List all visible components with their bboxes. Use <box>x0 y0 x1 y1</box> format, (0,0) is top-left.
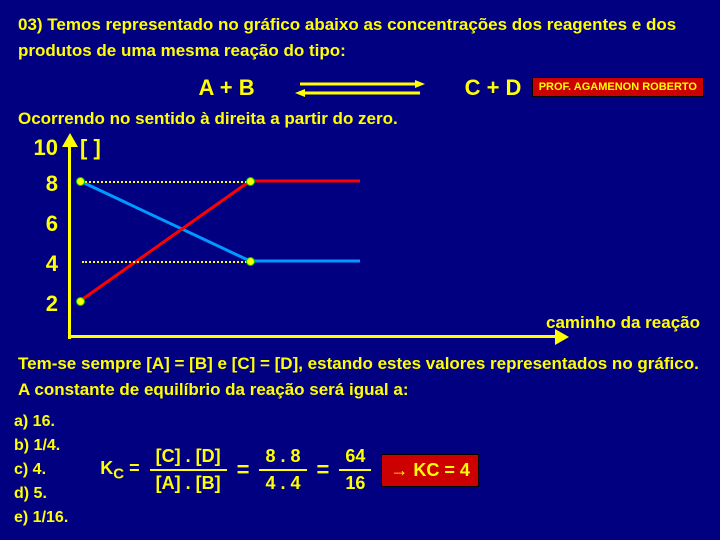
y-tick-label: 8 <box>30 171 58 197</box>
final-answer: → KC = 4 <box>381 454 479 487</box>
dashed-guide <box>82 261 250 263</box>
equals-2: = <box>317 457 330 483</box>
frac3-top: 64 <box>339 444 371 469</box>
chart-lines <box>20 135 700 345</box>
option-e: e) 1/16. <box>14 506 68 530</box>
solution-text: Tem-se sempre [A] = [B] e [C] = [D], est… <box>0 345 720 406</box>
option-d: d) 5. <box>14 482 68 506</box>
kc-symbol: KC = <box>100 458 139 483</box>
prof-credit: PROF. AGAMENON ROBERTO <box>532 77 704 97</box>
fraction-3: 64 16 <box>339 444 371 496</box>
frac2-bot: 4 . 4 <box>259 471 306 496</box>
data-point <box>76 297 85 306</box>
dashed-guide <box>82 181 250 183</box>
option-a: a) 16. <box>14 410 68 434</box>
data-point <box>246 257 255 266</box>
fraction-1: [C] . [D] [A] . [B] <box>150 444 227 496</box>
fraction-2: 8 . 8 4 . 4 <box>259 444 306 496</box>
option-c: c) 4. <box>14 458 68 482</box>
frac3-bot: 16 <box>339 471 371 496</box>
frac1-bot: [A] . [B] <box>150 471 227 496</box>
y-tick-label: 2 <box>30 291 58 317</box>
option-b: b) 1/4. <box>14 434 68 458</box>
bottom-row: a) 16. b) 1/4. c) 4. d) 5. e) 1/16. KC =… <box>0 406 720 534</box>
data-point <box>76 177 85 186</box>
y-tick-label: 4 <box>30 251 58 277</box>
frac2-top: 8 . 8 <box>259 444 306 469</box>
kc-calculation: KC = [C] . [D] [A] . [B] = 8 . 8 4 . 4 =… <box>100 444 479 496</box>
equilibrium-arrows <box>295 78 425 98</box>
question-sub: Ocorrendo no sentido à direita a partir … <box>0 107 720 135</box>
concentration-chart: [ ] caminho da reação 108642 <box>20 135 700 345</box>
equals-1: = <box>237 457 250 483</box>
y-tick-label: 10 <box>30 135 58 161</box>
equation-row: A + B C + D PROF. AGAMENON ROBERTO <box>0 75 720 101</box>
data-point <box>246 177 255 186</box>
eq-right: C + D <box>465 75 522 101</box>
answer-options: a) 16. b) 1/4. c) 4. d) 5. e) 1/16. <box>14 410 68 530</box>
frac1-top: [C] . [D] <box>150 444 227 469</box>
y-tick-label: 6 <box>30 211 58 237</box>
question-intro: 03) Temos representado no gráfico abaixo… <box>0 0 720 67</box>
eq-left: A + B <box>199 75 255 101</box>
